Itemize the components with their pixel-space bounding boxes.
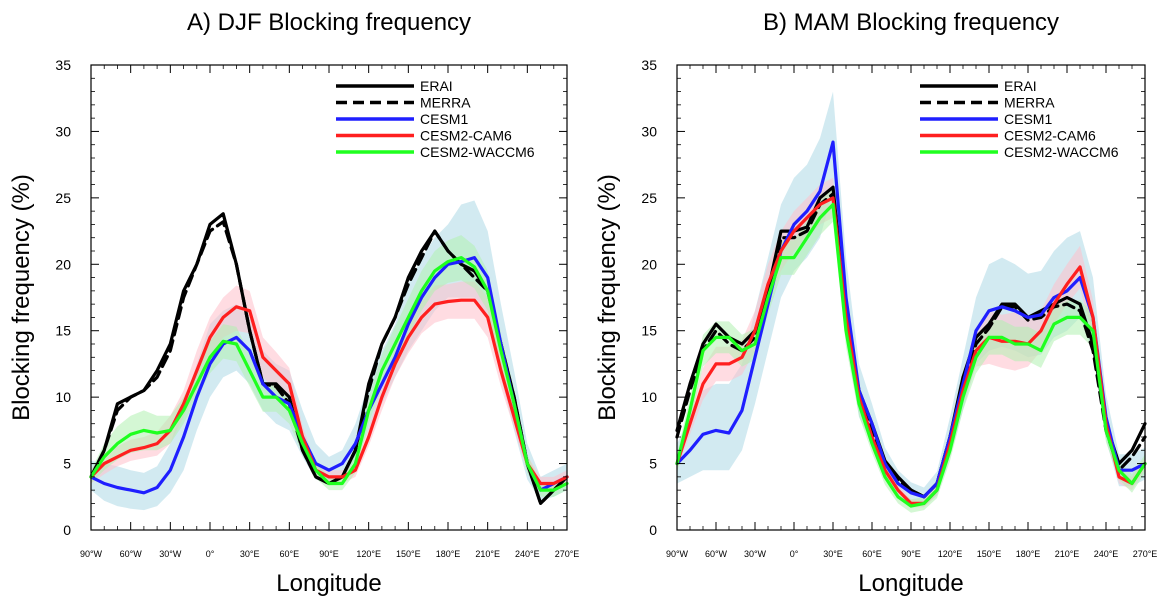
legend-label-waccm6: CESM2-WACCM6	[1004, 144, 1119, 160]
x-tick-label: 90°E	[319, 549, 339, 559]
band-cam6	[91, 281, 567, 491]
legend-label-merra: MERRA	[420, 95, 471, 111]
y-tick-label: 15	[55, 323, 71, 339]
band-cesm1	[677, 91, 1145, 507]
x-tick-label: 120°E	[938, 549, 963, 559]
x-tick-label: 150°E	[396, 549, 421, 559]
legend-label-cesm1: CESM1	[420, 111, 468, 127]
y-tick-label: 0	[649, 522, 657, 538]
series-line-merra	[89, 220, 569, 505]
series-line-cam6	[675, 196, 1147, 505]
legend-label-erai: ERAI	[1004, 78, 1037, 94]
x-tick-label: 150°E	[977, 549, 1002, 559]
series-line-waccm6	[675, 202, 1147, 508]
x-tick-label: 0°	[790, 549, 799, 559]
x-tick-label: 30°W	[744, 549, 767, 559]
y-tick-label: 5	[63, 456, 71, 472]
x-axis-label: Longitude	[276, 570, 381, 597]
series-line-cesm1	[675, 140, 1147, 499]
y-tick-label: 20	[55, 256, 71, 272]
legend-label-merra: MERRA	[1004, 95, 1055, 111]
x-tick-label: 90°W	[80, 549, 103, 559]
legend-label-cesm1: CESM1	[1004, 111, 1052, 127]
y-tick-label: 5	[649, 456, 657, 472]
x-tick-label: 30°E	[823, 549, 843, 559]
panel-mam: B) MAM Blocking frequency Longitude Blocki…	[594, 9, 1157, 597]
y-tick-label: 10	[641, 389, 657, 405]
x-tick-label: 180°E	[436, 549, 461, 559]
x-tick-label: 90°E	[901, 549, 921, 559]
x-tick-label: 30°W	[159, 549, 182, 559]
y-tick-label: 0	[63, 522, 71, 538]
x-tick-label: 60°W	[705, 549, 728, 559]
x-tick-label: 240°E	[1094, 549, 1119, 559]
legend-label-waccm6: CESM2-WACCM6	[420, 144, 535, 160]
y-tick-label: 35	[641, 57, 657, 73]
x-tick-label: 270°E	[1133, 549, 1158, 559]
legend-label-cam6: CESM2-CAM6	[420, 128, 512, 144]
panel-djf: A) DJF Blocking frequency Longitude Blocki…	[8, 9, 579, 597]
chart-title: B) MAM Blocking frequency	[763, 9, 1059, 36]
x-tick-label: 180°E	[1016, 549, 1041, 559]
x-tick-label: 270°E	[555, 549, 580, 559]
y-tick-label: 10	[55, 389, 71, 405]
y-tick-label: 25	[641, 190, 657, 206]
chart-title: A) DJF Blocking frequency	[187, 9, 471, 36]
y-axis-label: Blocking frequency (%)	[594, 174, 621, 421]
y-axis-label: Blocking frequency (%)	[8, 174, 35, 421]
y-tick-label: 25	[55, 190, 71, 206]
x-tick-label: 30°E	[240, 549, 260, 559]
series-line-merra	[675, 192, 1147, 499]
series-line-cesm1	[89, 256, 569, 495]
y-tick-label: 30	[641, 123, 657, 139]
x-tick-label: 0°	[206, 549, 215, 559]
x-tick-label: 120°E	[356, 549, 381, 559]
y-tick-label: 15	[641, 323, 657, 339]
x-tick-label: 240°E	[515, 549, 540, 559]
x-tick-label: 60°E	[862, 549, 882, 559]
x-tick-label: 90°W	[666, 549, 689, 559]
band-waccm6	[677, 187, 1145, 513]
y-tick-label: 30	[55, 123, 71, 139]
x-tick-label: 60°E	[280, 549, 300, 559]
x-tick-label: 210°E	[475, 549, 500, 559]
x-tick-label: 60°W	[120, 549, 143, 559]
legend-label-erai: ERAI	[420, 78, 453, 94]
y-tick-label: 35	[55, 57, 71, 73]
x-tick-label: 210°E	[1055, 549, 1080, 559]
x-axis-label: Longitude	[858, 570, 963, 597]
legend-label-cam6: CESM2-CAM6	[1004, 128, 1096, 144]
series-line-waccm6	[89, 256, 569, 492]
y-tick-label: 20	[641, 256, 657, 272]
